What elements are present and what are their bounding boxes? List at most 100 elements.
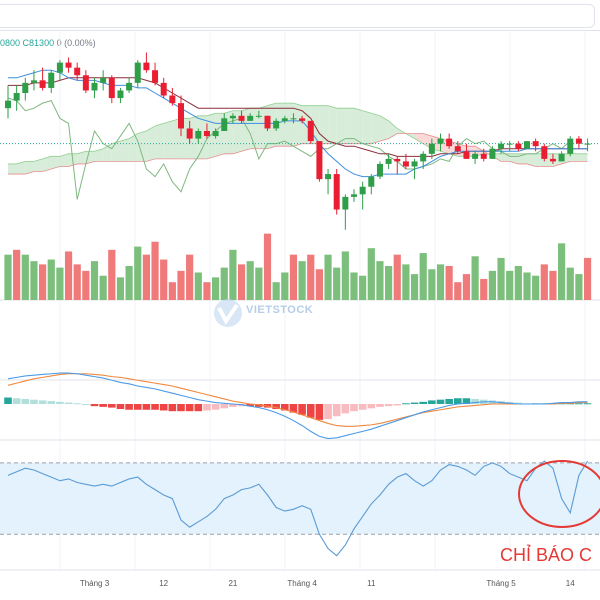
candle-body — [463, 151, 470, 159]
volume-bar — [376, 261, 384, 300]
cloud-segment — [8, 163, 17, 175]
top-toolbar — [0, 0, 600, 31]
cloud-segment — [371, 113, 380, 144]
macd-histogram-bar — [341, 404, 350, 414]
macd-histogram-bar — [332, 404, 341, 417]
volume-bar — [445, 266, 453, 300]
toolbar-frame — [0, 4, 595, 28]
volume-bar — [90, 261, 99, 300]
rsi-band — [0, 462, 600, 535]
cloud-segment — [25, 161, 34, 175]
candle-body — [48, 72, 55, 88]
candle-body — [359, 186, 366, 195]
candle-body — [56, 62, 63, 73]
volume-bar — [462, 274, 471, 300]
vietstock-logo-icon — [214, 299, 242, 327]
volume-bars — [4, 233, 592, 300]
macd-histogram-bar — [454, 398, 462, 404]
macd-histogram-bar — [168, 404, 177, 412]
macd-histogram-bar — [289, 404, 298, 413]
volume-bar — [177, 270, 185, 300]
macd-histogram-bar — [306, 404, 315, 418]
candle-body — [325, 174, 332, 180]
x-tick-label: 11 — [367, 579, 376, 588]
volume-bar — [13, 249, 21, 300]
candle-body — [221, 118, 228, 131]
macd-histogram-bar — [99, 404, 107, 407]
annotation-circle — [518, 460, 600, 528]
cloud-segment — [578, 153, 588, 162]
volume-bar — [333, 267, 341, 300]
cloud-segment — [155, 123, 164, 159]
candle-body — [100, 77, 107, 83]
cloud-segment — [94, 148, 104, 162]
volume-bar — [21, 254, 29, 300]
macd-histogram-bar — [56, 401, 64, 404]
candle-body — [39, 80, 46, 88]
cloud-segment — [172, 118, 181, 159]
cloud-segment — [77, 151, 86, 164]
cloud-segment — [501, 153, 510, 162]
candle-body — [255, 115, 262, 117]
volume-bar — [82, 270, 90, 300]
macd-histogram-bar — [116, 404, 125, 410]
x-tick-label: 14 — [566, 579, 575, 588]
cloud-segment — [293, 103, 303, 147]
volume-bar — [229, 249, 237, 300]
volume-bar — [142, 254, 150, 300]
cloud-segment — [518, 153, 527, 164]
candle-body — [532, 141, 539, 147]
candle-body — [515, 143, 522, 149]
macd-histogram-bar — [220, 404, 229, 409]
macd-histogram-bar — [436, 399, 445, 404]
macd-histogram-bar — [90, 404, 99, 407]
volume-bar — [497, 257, 505, 300]
volume-bar — [186, 254, 194, 300]
volume-bar — [4, 254, 12, 300]
candle-body — [117, 90, 124, 99]
macd-histogram-bar — [350, 404, 358, 412]
candle-body — [428, 143, 435, 154]
candle-body — [203, 131, 210, 137]
volume-bar — [514, 266, 522, 300]
volume-bar — [47, 259, 55, 300]
chikou-span-line — [7, 97, 571, 200]
candle-body — [195, 131, 202, 139]
cloud-segment — [120, 138, 130, 162]
macd-histogram-bar — [376, 404, 384, 407]
candle-body — [420, 153, 427, 162]
candle-body — [567, 138, 574, 154]
volume-bar — [151, 241, 159, 300]
volume-bar — [324, 254, 332, 300]
macd-histogram-bar — [125, 404, 133, 410]
volume-bar — [436, 264, 445, 300]
macd-histogram-bar — [324, 404, 332, 420]
volume-bar — [315, 269, 323, 300]
cloud-segment — [198, 115, 207, 159]
macd-histogram-bar — [255, 404, 263, 407]
candle-body — [299, 118, 306, 121]
candle-body — [290, 118, 297, 120]
volume-bar — [341, 251, 349, 300]
vietstock-watermark: VIETSTOCK — [212, 297, 352, 331]
candle-body — [342, 196, 349, 210]
ichimoku-cloud — [8, 103, 588, 175]
candle-body — [13, 93, 20, 101]
macd-line — [7, 372, 588, 440]
cloud-segment — [232, 110, 242, 154]
macd-histogram-bar — [30, 399, 38, 404]
macd-histogram-bar — [211, 404, 220, 410]
cloud-segment — [241, 108, 251, 152]
cloud-segment — [163, 120, 173, 159]
cloud-segment — [189, 115, 199, 159]
volume-bar — [39, 264, 47, 300]
cloud-segment — [527, 153, 536, 167]
volume-bar — [428, 269, 436, 300]
candle-body — [402, 161, 409, 167]
volume-bar — [73, 264, 81, 300]
cloud-segment — [362, 110, 372, 144]
macd-histogram-bar — [281, 404, 289, 411]
candle-body — [489, 148, 496, 159]
cloud-segment — [276, 103, 285, 147]
